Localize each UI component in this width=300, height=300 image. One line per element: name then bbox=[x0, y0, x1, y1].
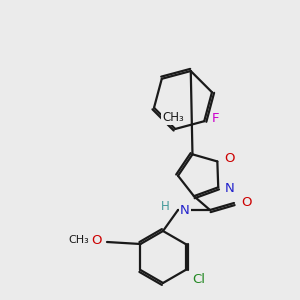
Text: Cl: Cl bbox=[193, 273, 206, 286]
Text: O: O bbox=[241, 196, 251, 208]
Text: CH₃: CH₃ bbox=[162, 111, 184, 124]
Text: N: N bbox=[180, 203, 190, 217]
Text: O: O bbox=[224, 152, 235, 165]
Text: O: O bbox=[92, 233, 102, 247]
Text: H: H bbox=[161, 200, 170, 212]
Text: F: F bbox=[212, 112, 220, 125]
Text: N: N bbox=[225, 182, 235, 195]
Text: CH₃: CH₃ bbox=[68, 235, 89, 245]
